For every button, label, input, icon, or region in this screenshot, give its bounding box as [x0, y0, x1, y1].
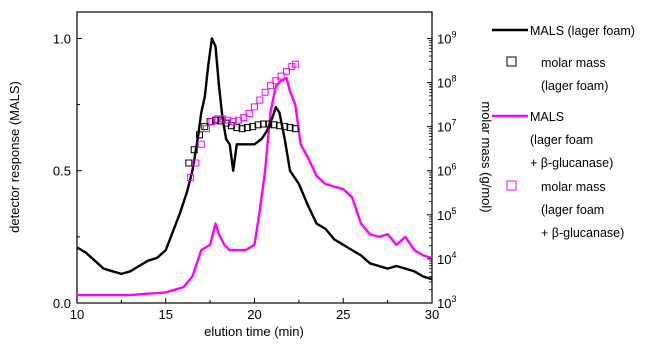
data-point-3	[203, 125, 211, 133]
left-axis-title: detector response (MALS)	[7, 81, 22, 233]
plot-area: 10 15 20 25 30 0.00.51.0 1031041051061071081…	[53, 11, 456, 322]
right-axis-title: molar mass (g/mol)	[479, 101, 494, 212]
x-tick-label: 30	[425, 307, 439, 322]
data-point-1	[254, 121, 262, 129]
data-point-1	[233, 124, 241, 132]
tick-exponent: 3	[451, 294, 456, 304]
tick-exponent: 9	[451, 29, 456, 39]
tick-exponent: 4	[451, 250, 456, 260]
y-right-tick-label: 107	[437, 118, 456, 135]
data-point-1	[190, 146, 198, 154]
legend-swatch-square	[506, 56, 517, 67]
data-point-3	[192, 159, 200, 167]
data-point-1	[249, 123, 257, 131]
tick-exponent: 7	[451, 118, 456, 128]
data-point-1	[243, 124, 251, 132]
legend-label: (lager foam	[530, 133, 593, 147]
data-point-3	[213, 115, 221, 123]
data-point-1	[270, 121, 278, 129]
data-point-3	[261, 88, 269, 96]
series-line-0	[76, 37, 433, 281]
legend-label: molar mass	[541, 56, 606, 70]
data-point-1	[238, 125, 246, 133]
data-point-3	[245, 109, 253, 117]
legend-label: (lager foam)	[541, 79, 608, 93]
y-left-tick-label: 0.5	[53, 164, 71, 179]
tick-base: 10	[437, 164, 451, 179]
left-axis-ticks: 0.0 0.5 1.0	[53, 31, 82, 311]
legend-swatch-square	[506, 180, 517, 191]
data-point-1	[291, 125, 299, 133]
data-point-3	[197, 140, 205, 148]
data-point-3	[256, 96, 264, 104]
x-tick-label: 15	[159, 307, 173, 322]
data-point-3	[229, 118, 237, 126]
y-right-tick-label: 106	[437, 162, 456, 179]
x-axis-title: elution time (min)	[204, 324, 304, 339]
y-right-tick-label: 108	[437, 74, 456, 91]
data-point-3	[219, 115, 226, 123]
data-point-1	[275, 122, 283, 130]
data-point-1	[196, 131, 203, 139]
plot-frame	[76, 11, 433, 304]
data-point-1	[217, 117, 225, 125]
series-line-2	[77, 76, 433, 297]
legend-label: MALS (lager foam)	[530, 24, 635, 38]
tick-exponent: 8	[451, 74, 456, 84]
x-tick-label: 10	[70, 307, 84, 322]
tick-base: 10	[437, 252, 451, 267]
x-tick-label: 20	[247, 307, 261, 322]
tick-base: 10	[437, 76, 451, 91]
y-left-tick-label: 1.0	[53, 31, 71, 46]
data-point-1	[212, 116, 219, 124]
data-point-1	[281, 123, 289, 131]
data-point-3	[267, 82, 274, 90]
series-layer	[76, 37, 433, 297]
tick-base: 10	[437, 31, 451, 46]
data-point-1	[265, 120, 273, 128]
data-point-1	[201, 123, 209, 131]
legend: MALS (lager foam) molar mass (lager foam) M…	[492, 24, 635, 240]
y-right-tick-label: 105	[437, 206, 456, 223]
legend-label: + β-glucanase)	[530, 156, 613, 170]
tick-exponent: 5	[451, 206, 456, 216]
data-point-1	[259, 120, 267, 128]
y-left-tick-label: 0.0	[53, 296, 71, 311]
x-tick-label: 25	[336, 307, 350, 322]
data-point-3	[251, 103, 258, 111]
legend-label: + β-glucanase)	[541, 226, 624, 240]
data-point-1	[286, 124, 294, 132]
tick-base: 10	[437, 208, 451, 223]
y-right-tick-label: 103	[437, 294, 456, 311]
data-point-1	[185, 159, 193, 167]
data-point-3	[224, 116, 232, 124]
legend-label: molar mass	[541, 180, 606, 194]
tick-base: 10	[437, 120, 451, 135]
tick-base: 10	[437, 296, 451, 311]
x-axis-ticks: 10 15 20 25 30	[70, 298, 439, 322]
legend-label: MALS	[530, 110, 564, 124]
data-point-3	[291, 60, 299, 68]
y-right-tick-label: 104	[437, 250, 456, 267]
data-point-3	[272, 77, 280, 85]
y-right-tick-label: 109	[437, 29, 456, 46]
legend-label: (lager foam	[541, 203, 604, 217]
tick-exponent: 6	[451, 162, 456, 172]
data-point-3	[240, 114, 248, 122]
data-point-3	[187, 174, 195, 182]
data-point-3	[277, 72, 285, 80]
data-point-3	[283, 67, 290, 75]
